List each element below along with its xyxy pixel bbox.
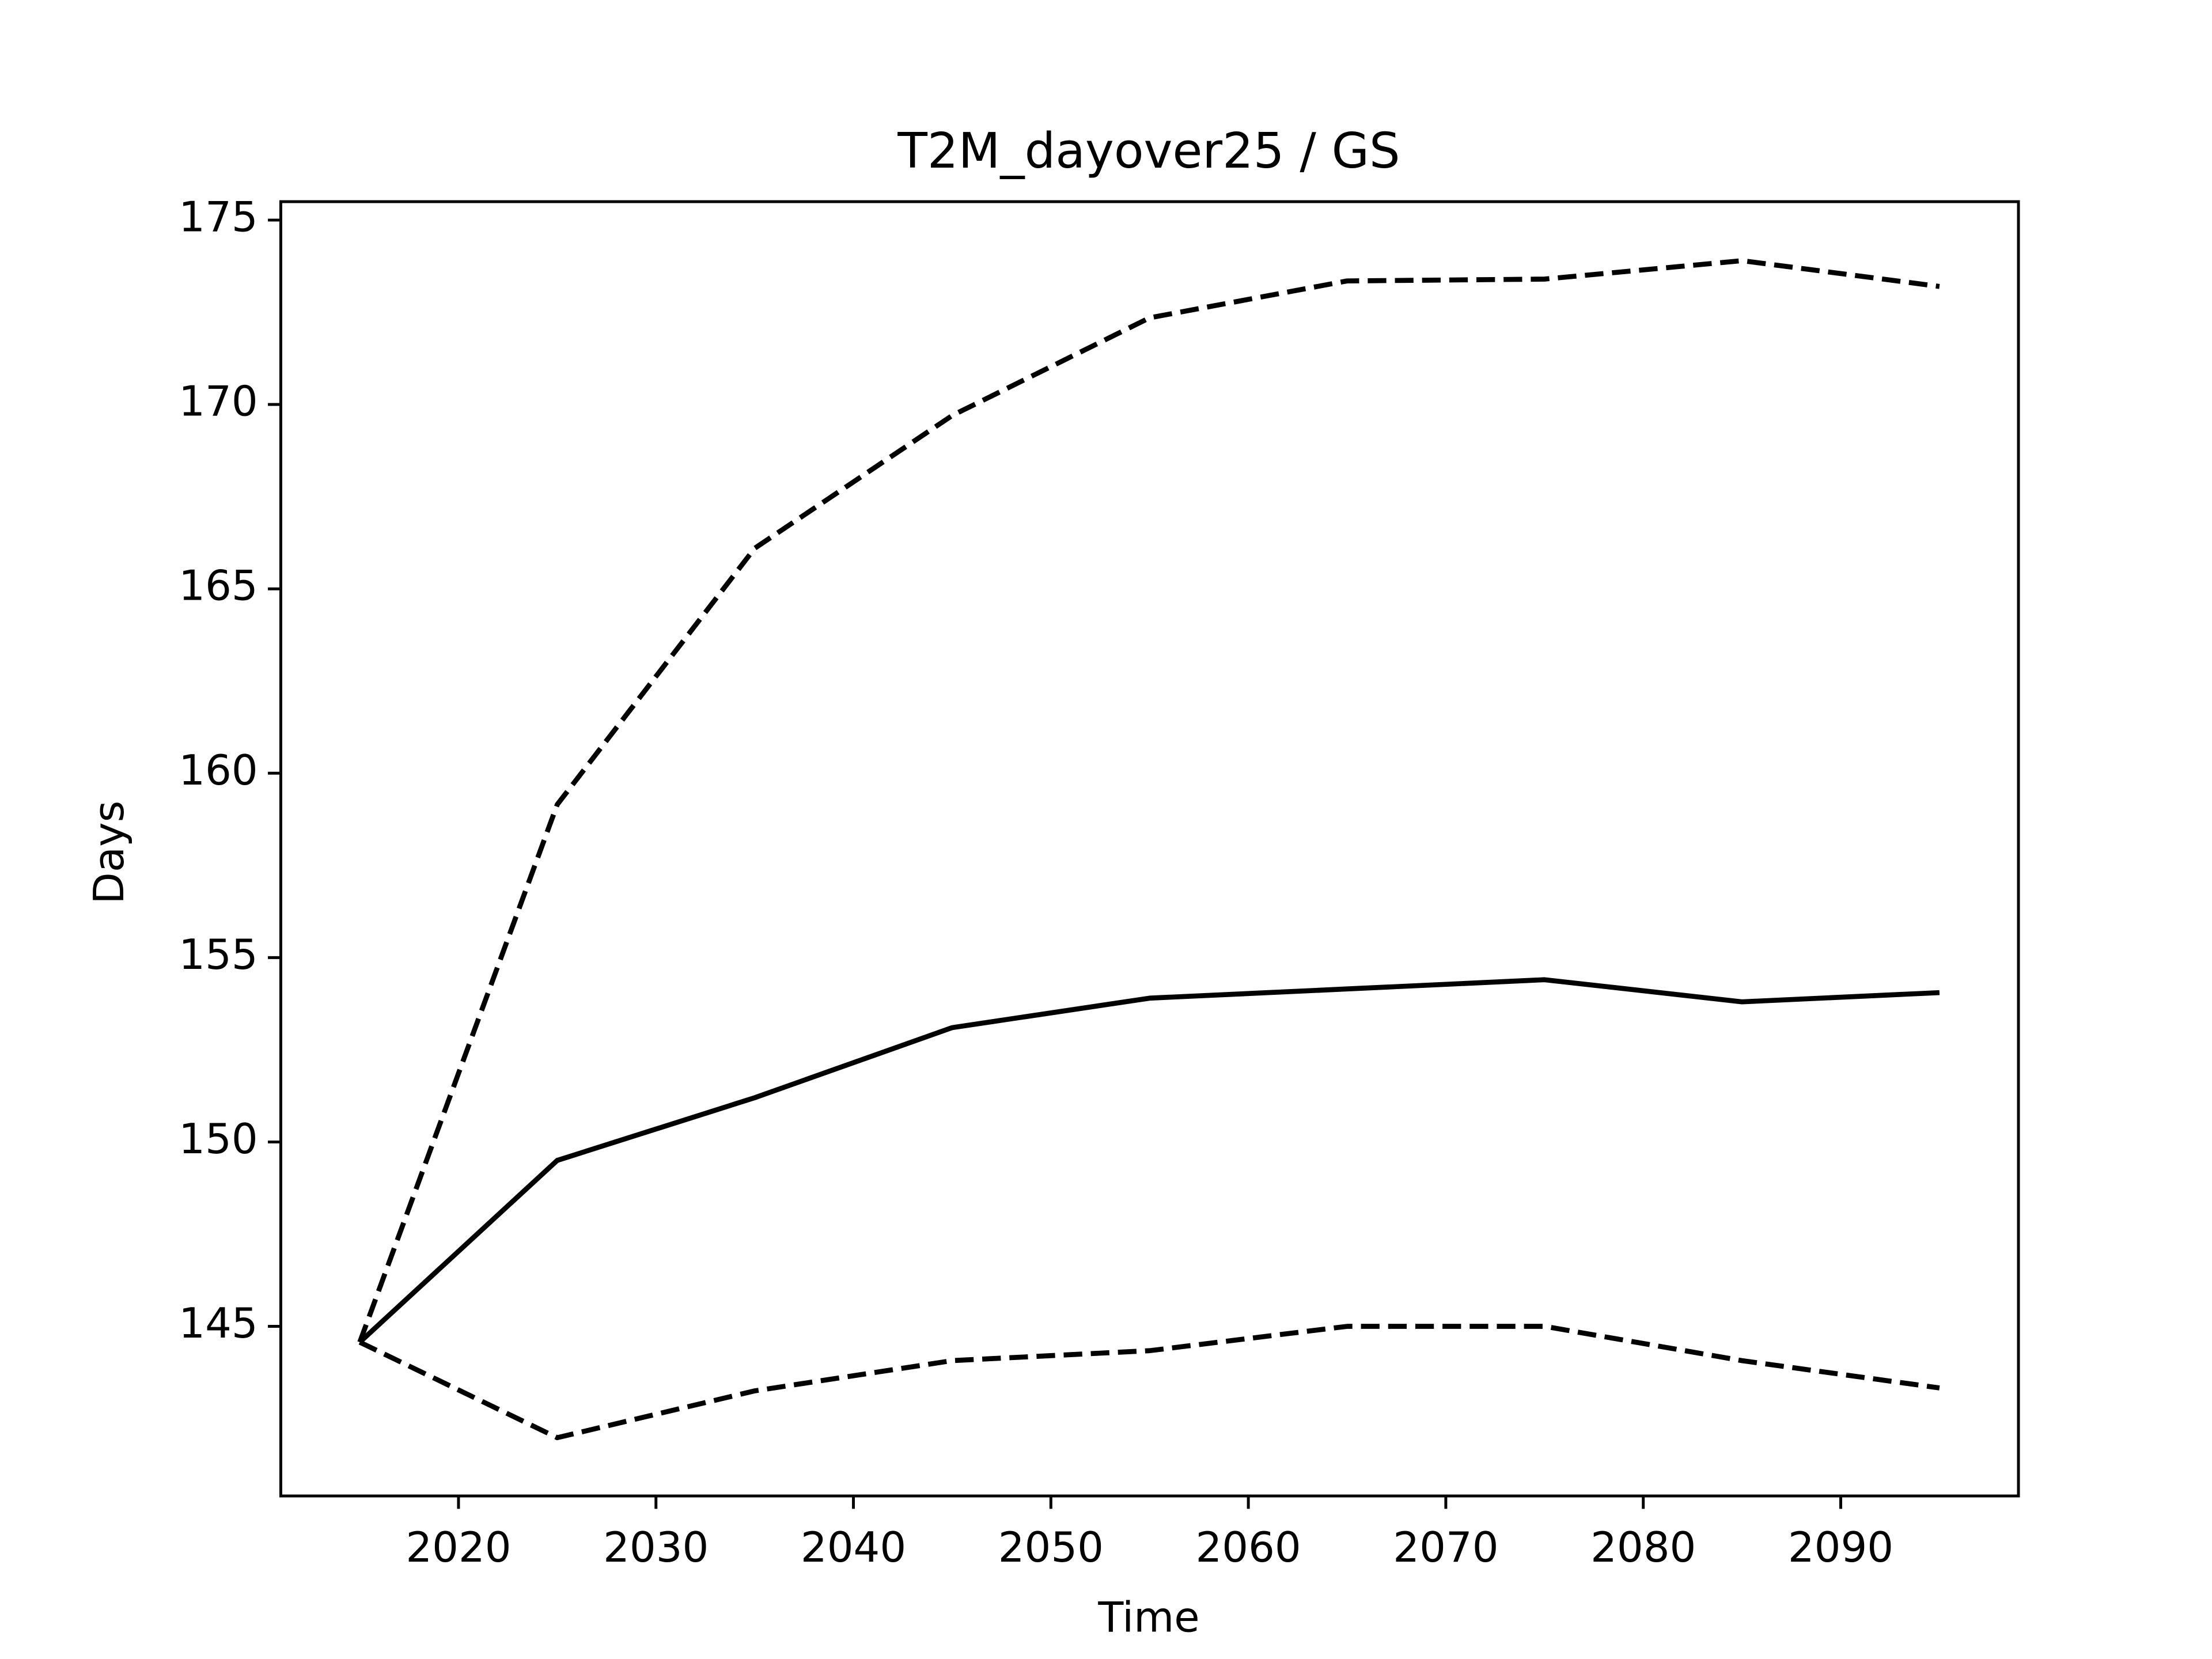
axes-frame — [279, 200, 2020, 1498]
x-tick-label: 2090 — [1788, 1523, 1893, 1571]
y-tick-label: 175 — [179, 193, 257, 241]
x-tick-label: 2030 — [603, 1523, 709, 1571]
data-line — [358, 977, 1940, 1344]
y-tick-label: 145 — [179, 1299, 257, 1347]
x-tick-label: 2060 — [1196, 1523, 1301, 1571]
x-tick-label: 2070 — [1393, 1523, 1498, 1571]
x-tick-label: 2050 — [998, 1523, 1104, 1571]
y-tick-label: 170 — [179, 377, 257, 426]
plot-area — [357, 258, 1940, 1441]
x-tick-label: 2020 — [406, 1523, 511, 1571]
x-axis-label: Time — [1097, 1593, 1199, 1641]
y-axis-label: Days — [85, 801, 133, 904]
chart-title: T2M_dayover25 / GS — [897, 123, 1400, 179]
data-line — [358, 1324, 1940, 1441]
y-tick-label: 150 — [179, 1115, 257, 1163]
y-tick-label: 155 — [179, 930, 257, 979]
y-tick-label: 165 — [179, 562, 257, 610]
y-tick-label: 160 — [179, 746, 257, 794]
x-tick-label: 2040 — [801, 1523, 906, 1571]
x-tick-label: 2080 — [1590, 1523, 1696, 1571]
data-line — [357, 258, 1940, 1343]
